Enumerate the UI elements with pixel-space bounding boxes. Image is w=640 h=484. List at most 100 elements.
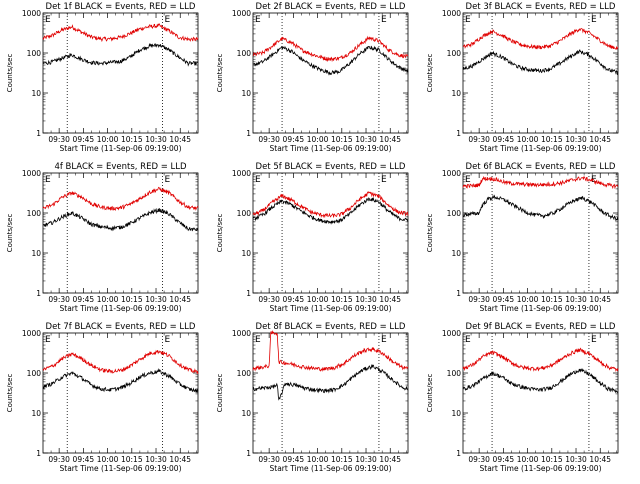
x-tick-label: 09:45: [73, 455, 95, 464]
events-series-line: [252, 364, 409, 401]
lld-series-line: [462, 28, 619, 51]
plot-frame: [462, 12, 619, 134]
x-tick-label: 10:00: [517, 295, 539, 304]
panel-title: Det 3f BLACK = Events, RED = LLD: [466, 2, 616, 12]
lld-series-line: [462, 175, 619, 190]
y-tick-label: 1: [246, 289, 251, 298]
y-tick-label: 100: [237, 209, 252, 218]
chart-panel-3: Det 3f BLACK = Events, RED = LLD 1 10 100 10…: [426, 2, 619, 153]
y-tick-label: 1: [36, 289, 41, 298]
events-series-line: [42, 368, 199, 393]
x-tick-label: 09:45: [493, 135, 515, 144]
chart-panel-9: Det 9f BLACK = Events, RED = LLD 1 10 100 10…: [426, 322, 619, 473]
y-tick-label: 1000: [442, 329, 461, 338]
y-tick-label: 10: [451, 249, 461, 258]
panel-title: Det 2f BLACK = Events, RED = LLD: [256, 2, 406, 12]
x-tick-label: 09:30: [48, 295, 70, 304]
y-tick-label: 1: [36, 129, 41, 138]
end-marker-label: E: [164, 175, 170, 185]
x-tick-label: 10:30: [355, 295, 377, 304]
y-tick-label: 100: [447, 209, 462, 218]
y-tick-label: 100: [237, 49, 252, 58]
x-tick-label: 09:30: [468, 455, 490, 464]
start-marker-label: E: [45, 15, 51, 25]
x-axis-label: Start Time (11-Sep-06 09:19:00): [270, 464, 392, 473]
lld-series-line: [42, 186, 199, 212]
x-tick-label: 09:45: [283, 455, 305, 464]
x-tick-label: 10:15: [541, 295, 563, 304]
y-axis-label: Counts/sec: [426, 54, 434, 93]
y-tick-label: 10: [241, 249, 251, 258]
y-tick-label: 10: [31, 89, 41, 98]
x-tick-label: 10:45: [379, 295, 401, 304]
x-tick-label: 10:45: [169, 135, 191, 144]
x-tick-label: 09:45: [493, 455, 515, 464]
x-tick-label: 09:45: [493, 295, 515, 304]
chart-panel-8: Det 8f BLACK = Events, RED = LLD 1 10 100 10…: [216, 322, 409, 473]
y-tick-label: 1: [36, 449, 41, 458]
plot-frame: [462, 332, 619, 454]
x-tick-label: 10:45: [169, 295, 191, 304]
x-tick-label: 10:15: [331, 455, 353, 464]
x-tick-label: 09:45: [283, 295, 305, 304]
y-tick-label: 1000: [22, 329, 41, 338]
x-tick-label: 10:45: [379, 455, 401, 464]
x-tick-label: 10:30: [145, 295, 167, 304]
x-axis-label: Start Time (11-Sep-06 09:19:00): [60, 144, 182, 153]
x-tick-label: 10:00: [307, 455, 329, 464]
y-axis-label: Counts/sec: [6, 214, 14, 253]
y-tick-label: 10: [31, 409, 41, 418]
start-marker-label: E: [45, 335, 51, 345]
y-axis-label: Counts/sec: [216, 374, 224, 413]
y-tick-label: 1: [246, 449, 251, 458]
y-axis-label: Counts/sec: [426, 214, 434, 253]
start-marker-label: E: [465, 15, 471, 25]
y-tick-label: 1000: [22, 9, 41, 18]
start-marker-label: E: [465, 335, 471, 345]
y-axis-label: Counts/sec: [426, 374, 434, 413]
x-tick-label: 10:30: [145, 455, 167, 464]
x-tick-label: 09:30: [48, 135, 70, 144]
x-tick-label: 10:30: [355, 455, 377, 464]
plot-frame: [252, 172, 409, 294]
panel-title: 4f BLACK = Events, RED = LLD: [54, 162, 187, 172]
y-tick-label: 1000: [232, 329, 251, 338]
chart-panel-7: Det 7f BLACK = Events, RED = LLD 1 10 100 10…: [6, 322, 199, 473]
y-tick-label: 100: [237, 369, 252, 378]
lld-series-line: [462, 347, 619, 372]
x-tick-label: 10:15: [541, 135, 563, 144]
lld-series-line: [252, 191, 409, 219]
start-marker-label: E: [255, 335, 261, 345]
x-axis-label: Start Time (11-Sep-06 09:19:00): [270, 144, 392, 153]
y-tick-label: 1: [456, 449, 461, 458]
x-tick-label: 09:30: [48, 455, 70, 464]
plot-frame: [252, 12, 409, 134]
y-tick-label: 10: [241, 409, 251, 418]
x-tick-label: 10:00: [307, 295, 329, 304]
end-marker-label: E: [591, 15, 597, 25]
y-tick-label: 100: [27, 49, 42, 58]
chart-panel-1: Det 1f BLACK = Events, RED = LLD 1 10 100 10…: [6, 2, 199, 153]
y-tick-label: 1000: [22, 169, 41, 178]
x-tick-label: 09:30: [468, 295, 490, 304]
y-tick-label: 1000: [232, 169, 251, 178]
x-axis-label: Start Time (11-Sep-06 09:19:00): [480, 304, 602, 313]
x-tick-label: 10:30: [565, 135, 587, 144]
start-marker-label: E: [255, 175, 261, 185]
plot-frame: [42, 12, 199, 134]
panel-title: Det 6f BLACK = Events, RED = LLD: [466, 162, 616, 172]
plot-frame: [462, 172, 619, 294]
events-series-line: [462, 49, 619, 76]
end-marker-label: E: [164, 335, 170, 345]
y-axis-label: Counts/sec: [216, 214, 224, 253]
events-series-line: [42, 207, 199, 232]
x-axis-label: Start Time (11-Sep-06 09:19:00): [480, 144, 602, 153]
x-tick-label: 10:15: [121, 135, 143, 144]
panel-title: Det 9f BLACK = Events, RED = LLD: [466, 322, 616, 332]
x-tick-label: 10:30: [565, 455, 587, 464]
x-tick-label: 10:15: [121, 455, 143, 464]
chart-panel-6: Det 6f BLACK = Events, RED = LLD 1 10 100 10…: [426, 162, 619, 313]
chart-panel-5: Det 5f BLACK = Events, RED = LLD 1 10 100 10…: [216, 162, 409, 313]
start-marker-label: E: [255, 15, 261, 25]
